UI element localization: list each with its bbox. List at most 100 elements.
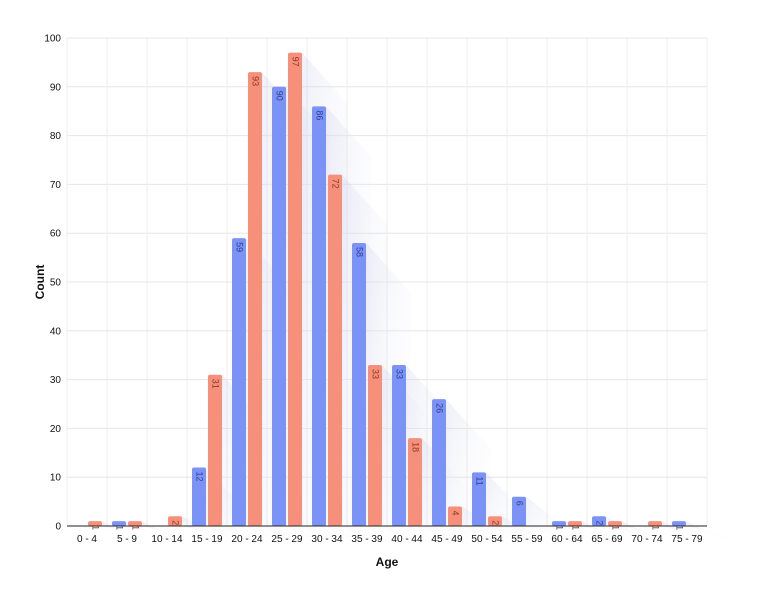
x-tick-label: 65 - 69: [591, 534, 623, 545]
bar-value-label: 2: [595, 520, 605, 525]
bar-orange[interactable]: [208, 374, 222, 526]
bar-shadow: [582, 521, 627, 544]
bar-blue[interactable]: [352, 242, 366, 526]
bar-value-label: 58: [355, 247, 365, 257]
bar-value-label: 11: [475, 476, 485, 485]
bar-value-label: 1: [571, 525, 581, 530]
bar-value-label: 1: [611, 525, 621, 530]
y-tick-label: 100: [44, 34, 61, 45]
bar-value-label: 33: [371, 369, 381, 379]
x-tick-label: 10 - 14: [151, 534, 183, 545]
bar-value-label: 59: [235, 242, 245, 252]
bar-value-label: 93: [251, 76, 261, 86]
x-tick-label: 25 - 29: [271, 534, 303, 545]
bar-orange[interactable]: [648, 521, 662, 526]
bar-shadow: [142, 521, 187, 544]
bar-value-label: 33: [395, 369, 405, 379]
bar-orange[interactable]: [128, 521, 142, 526]
x-tick-label: 55 - 59: [511, 534, 543, 545]
bar-orange[interactable]: [408, 438, 422, 526]
bar-shadow: [102, 521, 147, 544]
bar-value-label: 1: [555, 525, 565, 530]
bar-orange[interactable]: [368, 364, 382, 526]
y-axis-title: Count: [33, 265, 47, 300]
bar-blue[interactable]: [192, 467, 206, 526]
bar-blue[interactable]: [552, 521, 566, 526]
bar-value-label: 90: [275, 91, 285, 101]
x-axis-title: Age: [376, 555, 399, 569]
bar-value-label: 72: [331, 179, 341, 189]
bar-orange[interactable]: [288, 52, 302, 526]
y-tick-label: 90: [50, 82, 62, 93]
axes: 0 10 20 30 40 50 60 70 80 90 100 0 - 4 5 - 9 10 - 14 1…: [44, 34, 707, 545]
bar-value-label: 18: [411, 442, 421, 452]
bar-blue[interactable]: [392, 364, 406, 526]
x-tick-label: 0 - 4: [77, 534, 97, 545]
bar-orange[interactable]: [448, 506, 462, 526]
y-tick-label: 70: [50, 180, 62, 191]
x-tick-label: 20 - 24: [231, 534, 263, 545]
x-tick-label: 45 - 49: [431, 534, 463, 545]
x-tick-label: 50 - 54: [471, 534, 503, 545]
x-tick-label: 60 - 64: [551, 534, 583, 545]
bar-value-label: 1: [651, 525, 661, 530]
bar-shadow: [606, 516, 651, 542]
y-tick-label: 20: [50, 424, 62, 435]
bar-value-label: 2: [491, 520, 501, 525]
bar-value-label: 6: [515, 501, 525, 506]
bar-orange[interactable]: [328, 174, 342, 526]
bar-shadow: [566, 521, 611, 544]
bars: [88, 52, 686, 527]
bar-orange[interactable]: [568, 521, 582, 526]
bar-shadow: [182, 516, 227, 542]
x-tick-label: 15 - 19: [191, 534, 223, 545]
bar-shadow: [686, 521, 731, 544]
y-tick-label: 50: [50, 278, 62, 289]
bar-orange[interactable]: [608, 521, 622, 526]
x-tick-label: 35 - 39: [351, 534, 383, 545]
bar-value-label: 31: [211, 379, 221, 389]
bar-value-label: 2: [171, 520, 181, 525]
y-tick-label: 10: [50, 473, 62, 484]
bar-value-label: 12: [195, 471, 205, 481]
bar-value-label: 1: [675, 525, 685, 530]
y-tick-label: 80: [50, 131, 62, 142]
bar-blue[interactable]: [512, 496, 526, 526]
bar-blue[interactable]: [432, 399, 446, 526]
bar-blue[interactable]: [672, 521, 686, 526]
bar-blue[interactable]: [232, 238, 246, 526]
bar-blue[interactable]: [272, 86, 286, 527]
y-tick-label: 40: [50, 326, 62, 337]
bar-value-label: 1: [91, 525, 101, 530]
bar-blue[interactable]: [472, 472, 486, 526]
bar-orange[interactable]: [168, 516, 182, 526]
y-tick-label: 60: [50, 229, 62, 240]
bar-value-label: 86: [315, 110, 325, 120]
x-tick-label: 5 - 9: [117, 534, 137, 545]
bar-blue[interactable]: [592, 516, 606, 526]
bar-blue[interactable]: [112, 521, 126, 526]
bar-shadow: [622, 521, 667, 544]
bar-orange[interactable]: [248, 72, 262, 526]
x-tick-label: 30 - 34: [311, 534, 343, 545]
bar-value-label: 97: [291, 57, 301, 67]
bar-value-label: 4: [451, 510, 461, 515]
bar-shadow: [662, 521, 707, 544]
y-tick-label: 0: [55, 522, 61, 533]
y-tick-label: 30: [50, 375, 62, 386]
x-tick-label: 75 - 79: [671, 534, 703, 545]
bar-value-label: 26: [435, 403, 445, 413]
bar-orange[interactable]: [88, 521, 102, 526]
bar-shadow: [126, 521, 171, 544]
bar-shadow: [502, 516, 547, 542]
x-tick-label: 70 - 74: [631, 534, 663, 545]
x-tick-label: 40 - 44: [391, 534, 423, 545]
bar-blue[interactable]: [312, 106, 326, 526]
bar-value-label: 1: [115, 525, 125, 530]
bar-orange[interactable]: [488, 516, 502, 526]
bar-shadow: [526, 496, 571, 544]
bar-value-label: 1: [131, 525, 141, 530]
